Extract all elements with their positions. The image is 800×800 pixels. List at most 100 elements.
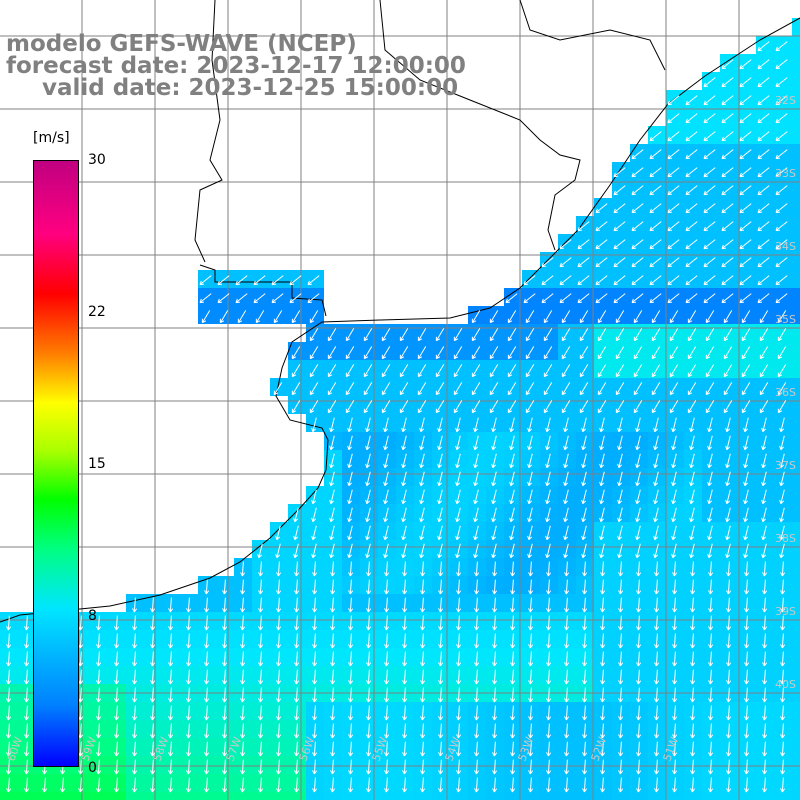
wind-arrow <box>437 417 443 433</box>
wind-arrow <box>703 149 716 160</box>
wind-arrow <box>365 507 371 523</box>
wind-speed-cell <box>792 306 800 324</box>
wind-arrow <box>471 400 481 414</box>
wind-arrow <box>24 651 30 667</box>
wind-arrow <box>509 489 515 505</box>
estuary-north-shore <box>199 264 327 317</box>
wind-arrow <box>6 777 12 793</box>
wind-arrow <box>739 167 752 178</box>
wind-arrow <box>132 597 138 613</box>
wind-arrow <box>779 435 785 451</box>
wind-arrow <box>473 435 479 451</box>
wind-arrow <box>775 131 788 142</box>
latitude-label: 35S <box>775 313 796 326</box>
wind-arrow <box>473 417 479 433</box>
wind-arrow <box>168 741 174 757</box>
wind-arrow <box>168 651 174 667</box>
wind-arrow <box>762 615 768 631</box>
wind-arrow <box>474 597 480 613</box>
wind-arrow <box>689 525 695 541</box>
wind-arrow <box>761 471 767 487</box>
wind-arrow <box>582 651 588 667</box>
wind-arrow <box>599 543 605 559</box>
wind-arrow <box>757 95 770 106</box>
wind-arrow <box>453 400 463 414</box>
wind-arrow <box>581 453 587 469</box>
wind-speed-cell <box>792 792 800 800</box>
wind-arrow <box>507 310 517 324</box>
wind-arrow <box>307 275 320 286</box>
valid-date: valid date: 2023-12-25 15:00:00 <box>42 75 459 101</box>
wind-arrow <box>541 293 554 304</box>
wind-arrow <box>775 77 788 88</box>
wind-arrow <box>762 777 768 793</box>
wind-arrow <box>471 364 481 378</box>
wind-arrow <box>685 167 698 178</box>
wind-arrow <box>489 400 499 414</box>
wind-arrow <box>707 543 713 559</box>
wind-arrow <box>510 597 516 613</box>
wind-arrow <box>739 275 752 286</box>
wind-arrow <box>761 525 767 541</box>
wind-arrow <box>528 723 534 739</box>
wind-arrow <box>311 525 317 541</box>
wind-arrow <box>599 507 605 523</box>
wind-arrow <box>633 382 643 396</box>
wind-arrow <box>741 400 751 414</box>
wind-arrow <box>24 723 30 739</box>
wind-arrow <box>725 507 731 523</box>
wind-arrow <box>168 777 174 793</box>
wind-arrow <box>438 705 444 721</box>
wind-speed-cell <box>126 792 144 800</box>
wind-arrow <box>563 543 569 559</box>
wind-arrow <box>708 669 714 685</box>
wind-arrow <box>528 561 534 577</box>
wind-arrow <box>204 777 210 793</box>
wind-speed-cell <box>702 792 720 800</box>
wind-arrow <box>703 167 716 178</box>
wind-arrow <box>546 597 552 613</box>
wind-arrow <box>703 221 716 232</box>
wind-arrow <box>96 759 102 775</box>
wind-arrow <box>581 543 587 559</box>
wind-speed-cell <box>792 738 800 756</box>
wind-arrow <box>435 328 445 342</box>
wind-arrow <box>474 705 480 721</box>
wind-arrow <box>780 615 786 631</box>
wind-arrow <box>636 669 642 685</box>
wind-arrow <box>708 579 714 595</box>
wind-speed-cell <box>792 180 800 198</box>
wind-arrow <box>489 310 499 324</box>
wind-arrow <box>582 705 588 721</box>
wind-speed-cell <box>792 72 800 90</box>
wind-speed-cell <box>792 522 800 540</box>
wind-arrow <box>672 579 678 595</box>
wind-arrow <box>739 77 752 88</box>
wind-arrow <box>564 633 570 649</box>
wind-arrow <box>420 579 426 595</box>
wind-arrow <box>435 400 445 414</box>
wind-arrow <box>561 382 571 396</box>
wind-arrow <box>582 723 588 739</box>
wind-speed-cell <box>306 792 324 800</box>
wind-speed-cell <box>792 252 800 270</box>
wind-arrow <box>42 777 48 793</box>
wind-arrow <box>402 597 408 613</box>
wind-arrow <box>527 543 533 559</box>
wind-arrow <box>329 435 335 451</box>
wind-arrow <box>667 131 680 142</box>
wind-arrow <box>6 759 12 775</box>
wind-arrow <box>420 759 426 775</box>
latitude-label: 40S <box>775 678 796 691</box>
wind-arrow <box>635 525 641 541</box>
wind-arrow <box>473 507 479 523</box>
wind-arrow <box>723 328 733 342</box>
wind-arrow <box>636 597 642 613</box>
wind-arrow <box>687 346 697 360</box>
wind-arrow <box>636 561 642 577</box>
wind-arrow <box>721 293 734 304</box>
wind-arrow <box>615 364 625 378</box>
wind-arrow <box>510 777 516 793</box>
wind-arrow <box>132 705 138 721</box>
